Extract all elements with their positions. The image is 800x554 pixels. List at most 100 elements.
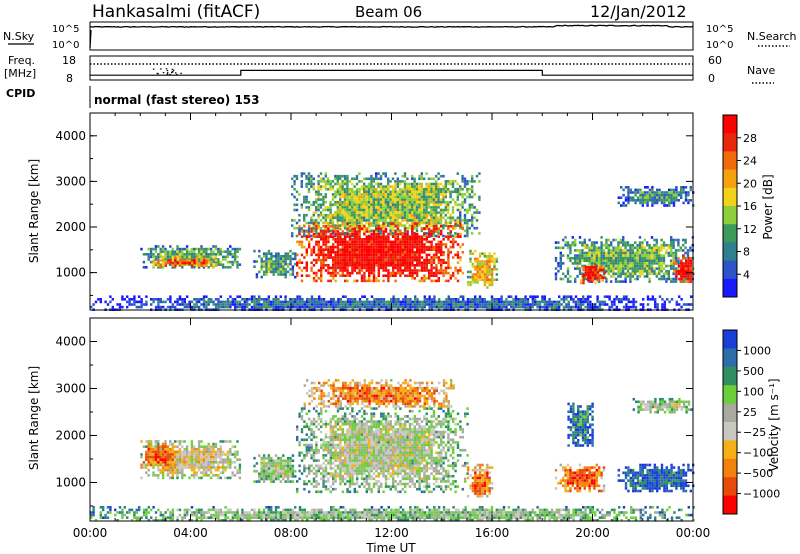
heatmap-cell <box>339 303 342 306</box>
heatmap-cell <box>162 305 165 309</box>
heatmap-cell <box>442 238 445 241</box>
heatmap-cell <box>505 300 508 304</box>
heatmap-cell <box>389 253 392 257</box>
heatmap-cell <box>317 248 320 251</box>
heatmap-cell <box>384 221 387 225</box>
heatmap-cell <box>207 298 210 301</box>
heatmap-cell <box>440 243 443 246</box>
heatmap-cell <box>529 305 532 309</box>
heatmap-cell <box>380 235 383 238</box>
heatmap-cell <box>651 193 654 197</box>
heatmap-cell <box>432 182 435 186</box>
heatmap-cell <box>456 279 460 283</box>
heatmap-cell <box>372 243 376 246</box>
heatmap-cell <box>319 203 323 207</box>
heatmap-cell <box>341 222 344 225</box>
heatmap-cell <box>389 243 392 246</box>
heatmap-cell <box>341 266 344 270</box>
heatmap-cell <box>584 266 588 269</box>
heatmap-cell <box>159 253 162 256</box>
heatmap-cell <box>320 264 323 267</box>
heatmap-cell <box>341 216 344 220</box>
heatmap-cell <box>377 206 380 209</box>
heatmap-cell <box>589 276 592 280</box>
heatmap-cell <box>348 225 352 228</box>
heatmap-cell <box>253 260 256 263</box>
heatmap-cell <box>365 251 368 254</box>
heatmap-cell <box>598 300 602 304</box>
heatmap-cell <box>384 185 387 188</box>
heatmap-cell <box>648 262 651 265</box>
heatmap-cell <box>360 206 363 209</box>
heatmap-cell <box>423 274 426 277</box>
heatmap-cell <box>591 276 595 280</box>
heatmap-cell <box>387 216 390 220</box>
heatmap-cell <box>145 303 148 306</box>
heatmap-cell <box>336 177 339 181</box>
heatmap-cell <box>382 305 386 309</box>
heatmap-cell <box>368 238 371 241</box>
heatmap-cell <box>406 264 409 267</box>
heatmap-cell <box>660 262 663 265</box>
heatmap-cell <box>629 275 632 278</box>
heatmap-cell <box>300 274 304 277</box>
heatmap-cell <box>442 243 445 246</box>
heatmap-cell <box>493 268 496 271</box>
heatmap-cell <box>372 274 376 277</box>
heatmap-cell <box>658 246 661 250</box>
heatmap-cell <box>426 303 429 306</box>
heatmap-cell <box>629 277 632 281</box>
heatmap-cell <box>437 229 440 233</box>
heatmap-cell <box>142 260 146 264</box>
heatmap-cell <box>250 300 254 304</box>
heatmap-cell <box>495 268 499 271</box>
heatmap-cell <box>394 264 397 267</box>
heatmap-cell <box>310 261 313 264</box>
heatmap-cell <box>617 246 620 250</box>
heatmap-cell <box>402 298 405 301</box>
heatmap-cell <box>404 240 407 244</box>
heatmap-cell <box>339 219 342 222</box>
heatmap-cell <box>401 264 404 267</box>
heatmap-cell <box>272 300 275 304</box>
heatmap-cell <box>363 226 366 230</box>
heatmap-cell <box>459 190 462 194</box>
heatmap-cell <box>183 448 186 451</box>
heatmap-cell <box>413 240 416 244</box>
heatmap-cell <box>358 195 361 199</box>
heatmap-cell <box>351 193 354 196</box>
heatmap-cell <box>305 253 308 257</box>
heatmap-cell <box>282 303 285 306</box>
heatmap-cell <box>361 305 364 309</box>
heatmap-cell <box>641 241 644 244</box>
heatmap-cell <box>197 255 201 259</box>
heatmap-cell <box>360 248 364 251</box>
heatmap-cell <box>583 241 586 244</box>
heatmap-cell <box>603 303 606 306</box>
heatmap-cell <box>382 256 385 259</box>
heatmap-cell <box>440 240 443 244</box>
heatmap-cell <box>255 303 258 306</box>
heatmap-cell <box>674 280 678 283</box>
heatmap-cell <box>468 206 471 209</box>
heatmap-cell <box>351 200 354 204</box>
heatmap-cell <box>456 269 460 272</box>
heatmap-cell <box>406 238 409 241</box>
heatmap-cell <box>339 206 342 209</box>
heatmap-cell <box>320 232 323 236</box>
heatmap-cell <box>617 259 620 263</box>
heatmap-cell <box>322 198 325 201</box>
heatmap-cell <box>341 206 344 209</box>
heatmap-cell <box>682 264 685 268</box>
heatmap-cell <box>305 266 308 270</box>
heatmap-cell <box>471 190 474 194</box>
heatmap-cell <box>624 246 627 250</box>
heatmap-cell <box>646 295 650 298</box>
heatmap-cell <box>260 275 263 279</box>
heatmap-cell <box>663 196 666 199</box>
heatmap-cell <box>300 235 304 238</box>
heatmap-cell <box>447 221 450 225</box>
heatmap-cell <box>159 305 162 309</box>
heatmap-cell <box>447 248 450 251</box>
heatmap-cell <box>546 305 549 309</box>
